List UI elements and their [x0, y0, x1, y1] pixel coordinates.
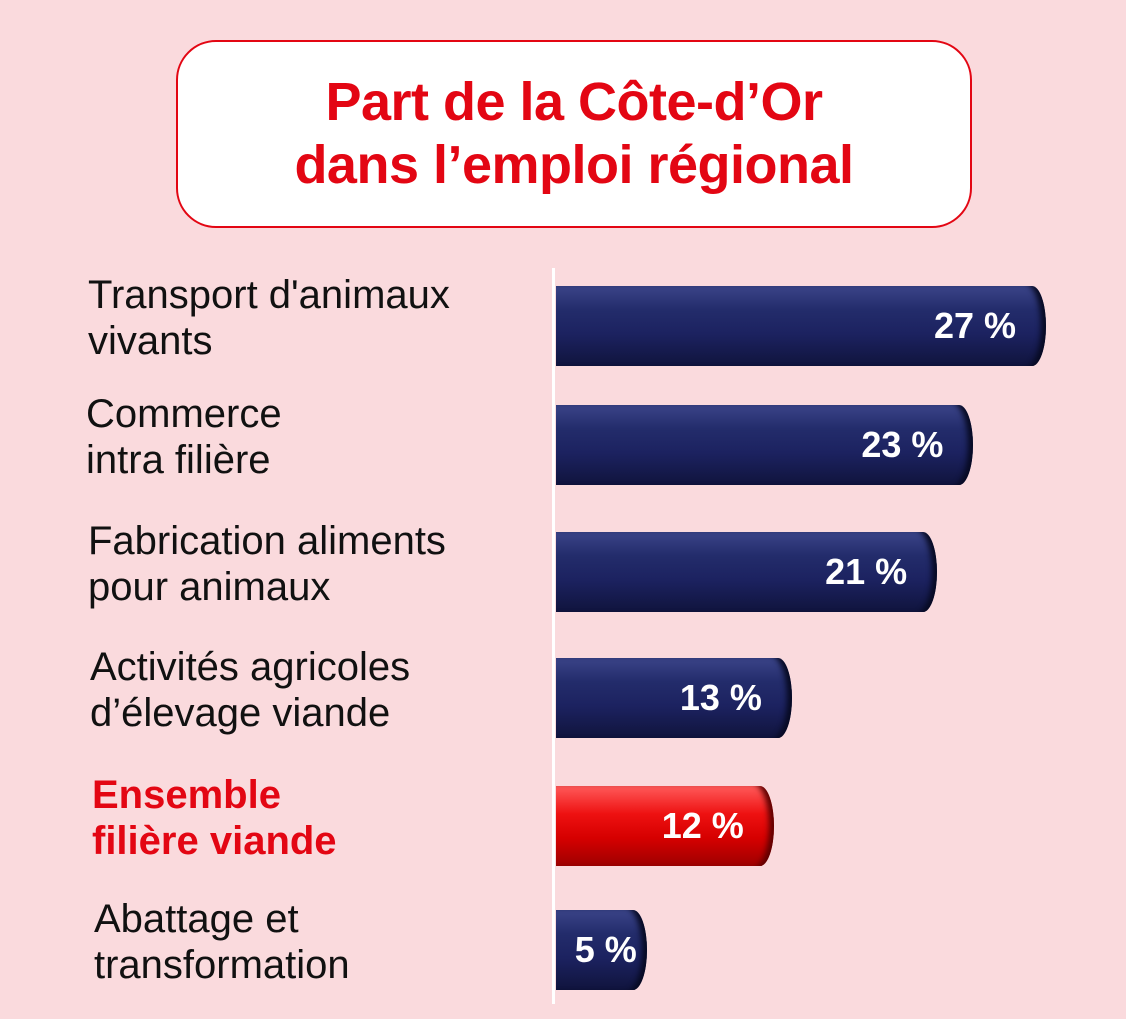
- category-label: Abattage et transformation: [94, 897, 350, 987]
- bar-value-label: 5 %: [574, 929, 637, 970]
- category-label: Ensemble filière viande: [92, 773, 337, 863]
- bar: 5 %: [556, 910, 647, 990]
- bar: 21 %: [556, 532, 938, 612]
- category-label: Commerce intra filière: [86, 392, 282, 482]
- chart-title: Part de la Côte-d’Or dans l’emploi régio…: [294, 71, 854, 195]
- bar-value-label: 13 %: [679, 677, 762, 718]
- bar: 13 %: [556, 658, 792, 738]
- category-label: Fabrication aliments pour animaux: [88, 519, 446, 609]
- bar: 23 %: [556, 405, 974, 485]
- bar-value-label: 23 %: [861, 424, 944, 465]
- category-label: Activités agricoles d’élevage viande: [90, 645, 411, 735]
- bar-value-label: 27 %: [933, 305, 1017, 346]
- bar-value-label: 21 %: [825, 551, 908, 592]
- bar-highlight: 12 %: [556, 786, 774, 866]
- chart-title-box: Part de la Côte-d’Or dans l’emploi régio…: [176, 40, 972, 228]
- bar: 27 %: [556, 286, 1047, 366]
- category-label: Transport d'animaux vivants: [88, 273, 450, 363]
- category-axis-line: [552, 268, 555, 1004]
- bar-value-label: 12 %: [661, 805, 744, 846]
